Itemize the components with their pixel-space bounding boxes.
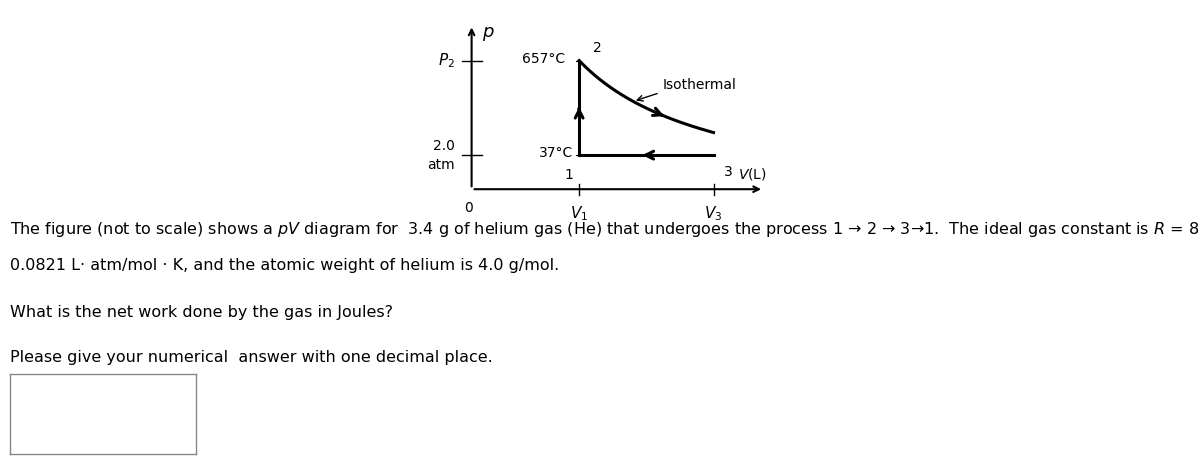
Text: What is the net work done by the gas in Joules?: What is the net work done by the gas in … <box>10 305 392 320</box>
Text: $V$(L): $V$(L) <box>738 166 767 182</box>
Text: 37°C: 37°C <box>539 146 574 160</box>
Text: 3: 3 <box>724 165 732 179</box>
Text: $P_2$: $P_2$ <box>438 51 455 70</box>
Text: 657°C: 657°C <box>522 52 565 66</box>
Text: Please give your numerical  answer with one decimal place.: Please give your numerical answer with o… <box>10 350 492 365</box>
Text: atm: atm <box>427 158 455 172</box>
Text: 2: 2 <box>593 41 601 55</box>
Text: 0: 0 <box>464 201 473 215</box>
Text: $V_1$: $V_1$ <box>570 204 588 223</box>
Text: 2.0: 2.0 <box>433 139 455 153</box>
Text: $V_3$: $V_3$ <box>704 204 722 223</box>
Text: 0.0821 L· atm/mol · K, and the atomic weight of helium is 4.0 g/mol.: 0.0821 L· atm/mol · K, and the atomic we… <box>10 258 559 273</box>
Text: $p$: $p$ <box>481 25 494 43</box>
Text: 1: 1 <box>565 168 574 183</box>
Text: Isothermal: Isothermal <box>664 78 737 92</box>
Text: The figure (not to scale) shows a $pV$ diagram for  3.4 g of helium gas (He) tha: The figure (not to scale) shows a $pV$ d… <box>10 220 1200 239</box>
